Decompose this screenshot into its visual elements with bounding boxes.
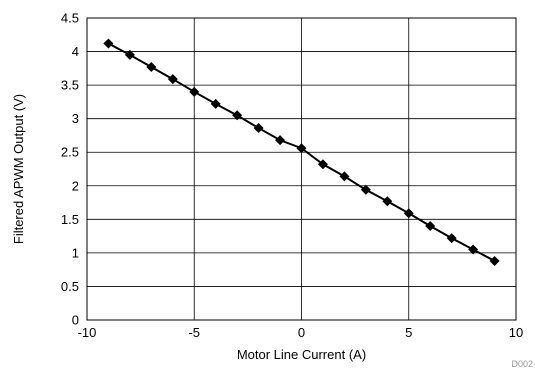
series-layer bbox=[103, 38, 500, 266]
y-axis-label: Filtered APWM Output (V) bbox=[11, 94, 26, 244]
x-tick-label: 0 bbox=[298, 325, 305, 340]
y-axis-ticks: 0 0.5 1 1.5 2 2.5 3 3.5 4 4.5 bbox=[61, 11, 79, 328]
data-point-marker bbox=[317, 159, 328, 170]
plot-frame bbox=[86, 17, 517, 321]
data-point-marker bbox=[103, 38, 114, 49]
y-tick-label: 1 bbox=[72, 245, 79, 260]
y-tick-label: 2 bbox=[72, 178, 79, 193]
y-tick-label: 3.5 bbox=[61, 78, 79, 93]
y-tick-label: 3 bbox=[72, 111, 79, 126]
corner-label: D002 bbox=[511, 359, 533, 369]
x-tick-label: 5 bbox=[405, 325, 412, 340]
x-tick-label: -10 bbox=[78, 325, 97, 340]
x-tick-label: -5 bbox=[188, 325, 200, 340]
data-point-marker bbox=[489, 255, 500, 266]
data-point-marker bbox=[210, 98, 221, 109]
y-tick-label: 2.5 bbox=[61, 145, 79, 160]
y-tick-label: 1.5 bbox=[61, 212, 79, 227]
data-point-marker bbox=[339, 171, 350, 182]
data-point-marker bbox=[468, 244, 479, 255]
y-tick-label: 4 bbox=[72, 44, 79, 59]
data-point-marker bbox=[446, 233, 457, 244]
y-tick-label: 0.5 bbox=[61, 279, 79, 294]
x-axis-ticks: -10 -5 0 5 10 bbox=[78, 325, 524, 340]
data-point-marker bbox=[275, 135, 286, 146]
x-tick-label: 10 bbox=[509, 325, 523, 340]
y-tick-label: 4.5 bbox=[61, 11, 79, 26]
data-point-marker bbox=[253, 123, 264, 134]
data-point-marker bbox=[167, 74, 178, 85]
y-tick-label: 0 bbox=[72, 313, 79, 328]
data-point-marker bbox=[360, 184, 371, 195]
data-point-marker bbox=[146, 61, 157, 72]
data-point-marker bbox=[425, 221, 436, 232]
data-point-marker bbox=[232, 110, 243, 121]
data-point-marker bbox=[189, 86, 200, 97]
data-point-marker bbox=[124, 49, 135, 60]
data-point-marker bbox=[296, 143, 307, 154]
data-point-marker bbox=[382, 196, 393, 207]
data-point-marker bbox=[403, 208, 414, 219]
x-axis-label: Motor Line Current (A) bbox=[237, 347, 366, 362]
